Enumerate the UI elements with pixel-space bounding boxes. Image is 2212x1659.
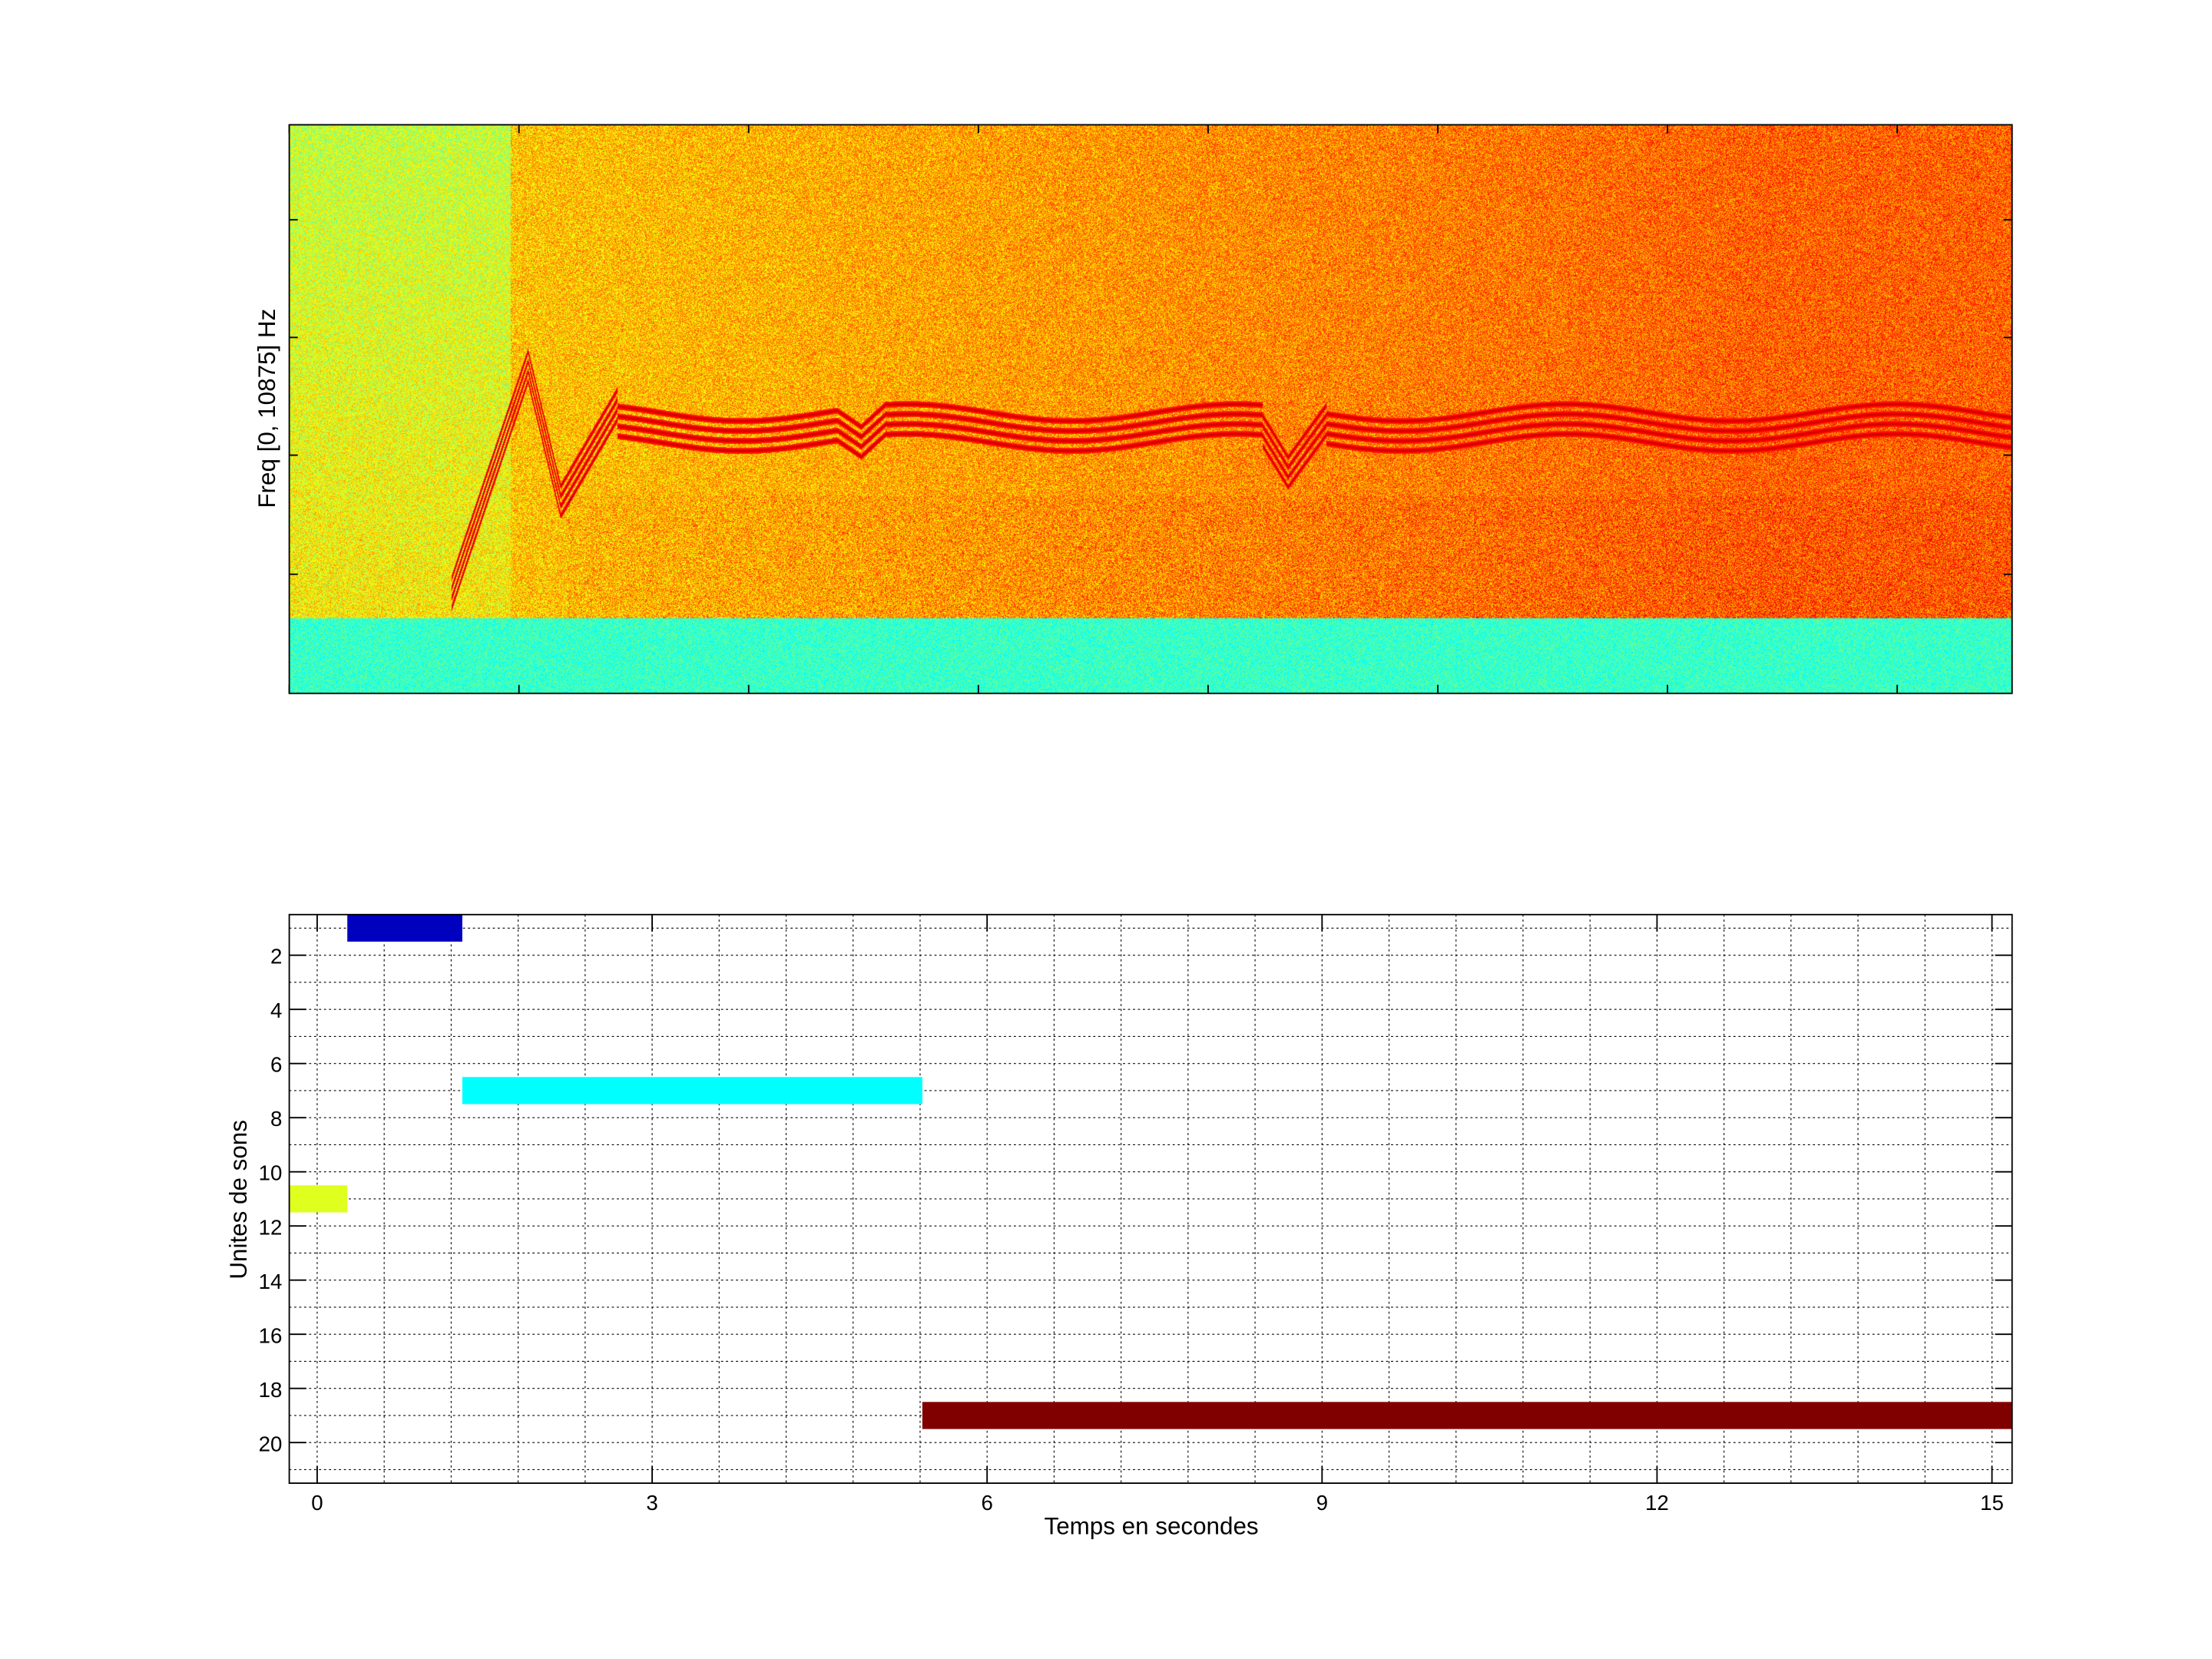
x-tick-label: 15 <box>1980 1491 2004 1515</box>
segment-unit-19 <box>922 1402 2012 1429</box>
x-tick-label: 9 <box>1316 1491 1328 1515</box>
spectrogram-ylabel: Freq [0, 10875] Hz <box>253 309 280 508</box>
y-tick-label: 6 <box>270 1053 282 1077</box>
y-tick-label: 2 <box>270 945 282 969</box>
timeline-axes: 0 3 6 9 12 15 2 4 6 8 10 12 14 16 18 20 <box>259 913 2013 1515</box>
segment-unit-1 <box>347 914 462 942</box>
y-tick-label: 12 <box>259 1215 283 1239</box>
timeline-xlabel: Temps en secondes <box>1045 1513 1259 1540</box>
timeline-segments <box>289 914 2012 1429</box>
y-tick-label: 20 <box>259 1432 283 1455</box>
spectrogram-axes <box>288 124 2013 694</box>
y-tick-label: 16 <box>259 1323 283 1347</box>
timeline-grid <box>289 914 2012 1484</box>
segment-unit-11 <box>289 1185 348 1213</box>
y-tick-label: 18 <box>259 1378 283 1402</box>
x-tick-label: 0 <box>311 1491 323 1515</box>
y-tick-label: 8 <box>270 1107 282 1131</box>
y-tick-label: 10 <box>259 1161 283 1185</box>
x-tick-label: 3 <box>646 1491 657 1515</box>
spectrogram-image <box>289 124 2012 694</box>
y-tick-label: 14 <box>259 1270 283 1293</box>
y-tick-label: 4 <box>270 998 282 1022</box>
x-tick-label: 6 <box>981 1491 992 1515</box>
segment-unit-7 <box>462 1077 922 1104</box>
spectrogram-axes-box <box>288 124 2013 694</box>
x-tick-label: 12 <box>1645 1491 1669 1515</box>
timeline-axes-box <box>288 913 2013 1484</box>
timeline-ylabel: Unites de sons <box>225 1120 252 1280</box>
